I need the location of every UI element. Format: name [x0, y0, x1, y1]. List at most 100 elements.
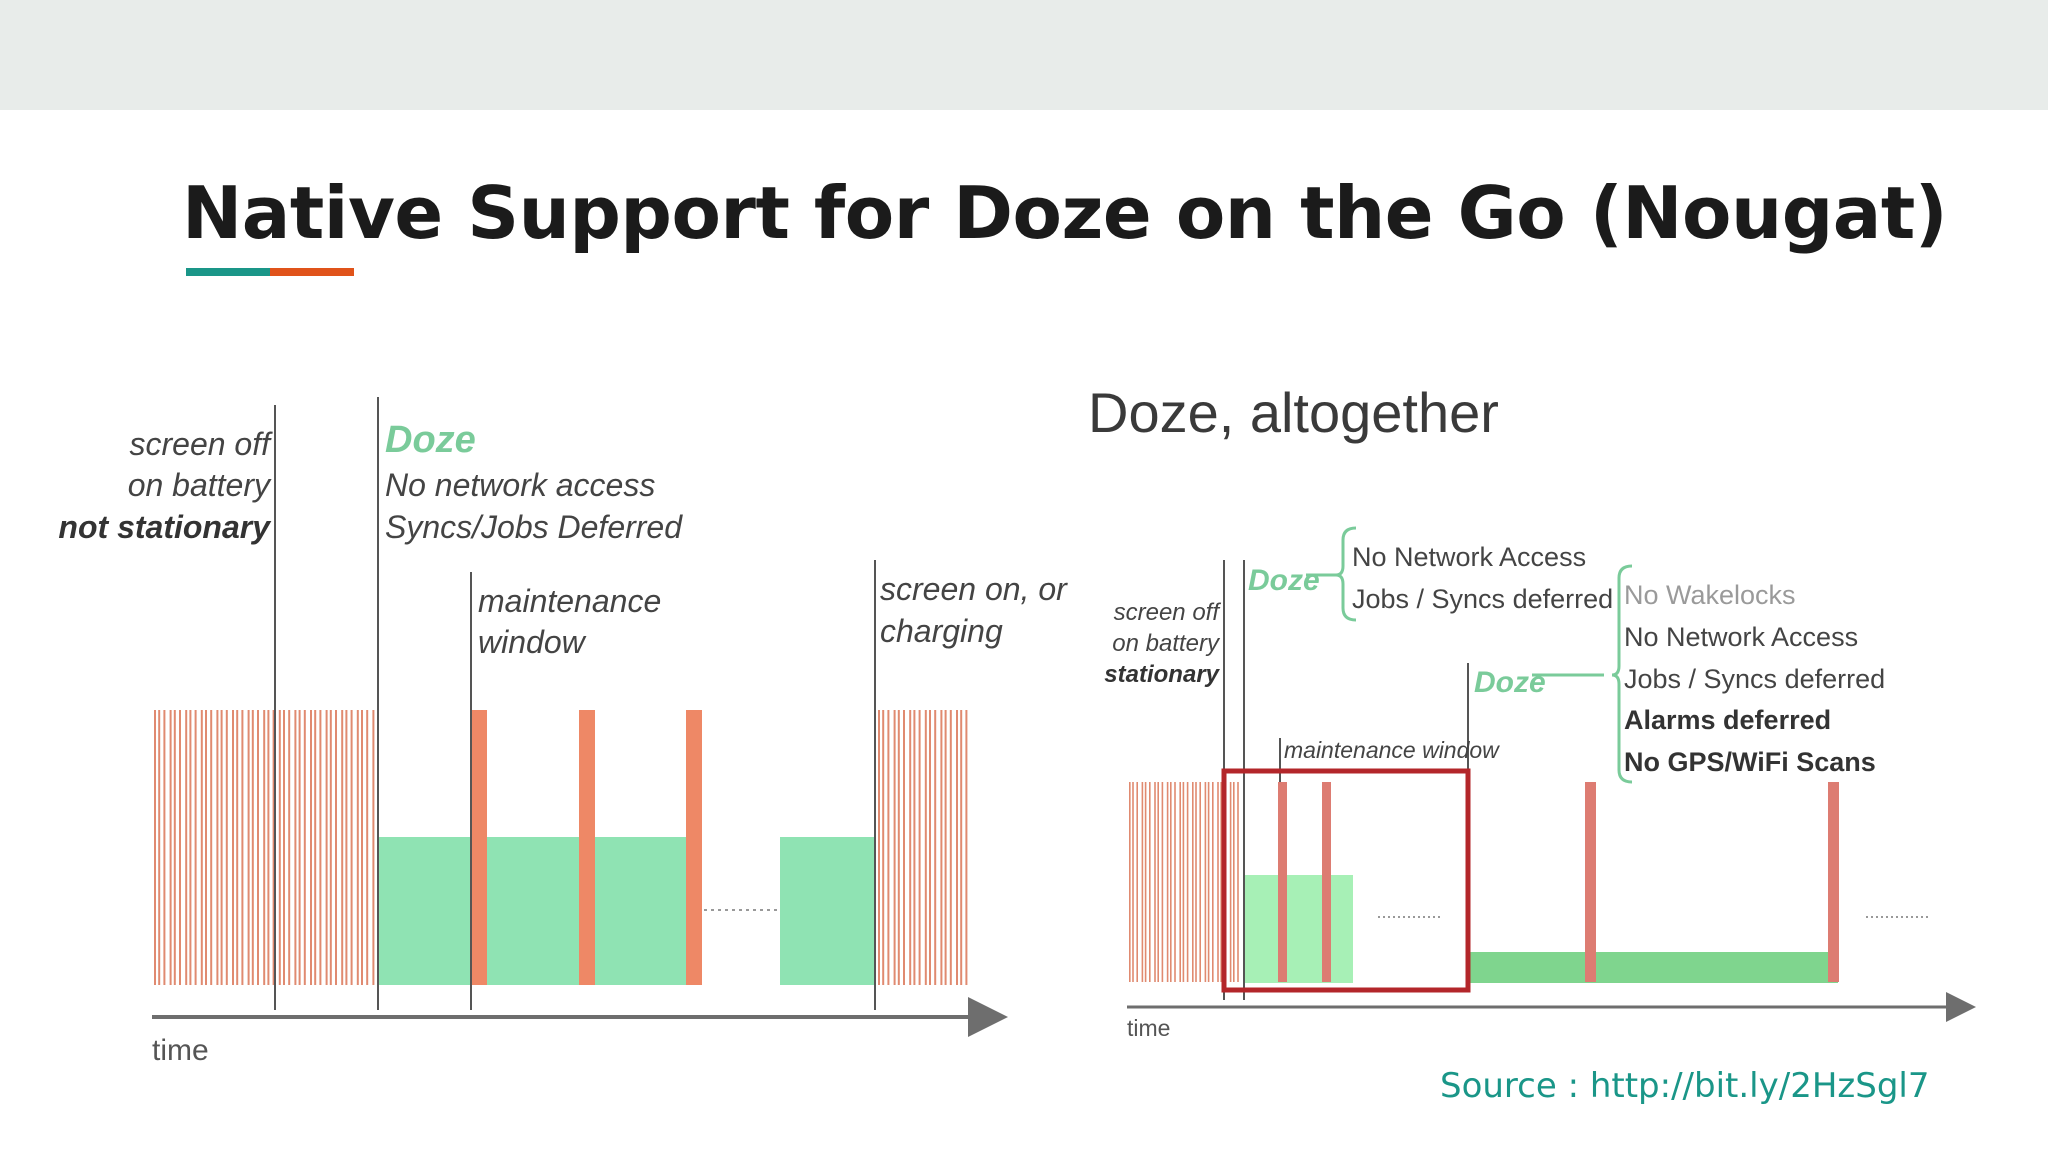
- activity-stripe: [893, 710, 896, 985]
- activity-stripe: [154, 710, 156, 985]
- right-maintenance-bar-1: [1278, 782, 1287, 982]
- activity-stripe: [303, 710, 306, 985]
- activity-stripe: [345, 710, 348, 985]
- activity-stripe: [294, 710, 297, 985]
- left-doze-fill-1: [378, 837, 686, 985]
- right-label-stationary: stationary: [1104, 661, 1220, 688]
- activity-stripe: [319, 710, 322, 985]
- right-label-doze-1: Doze: [1248, 564, 1320, 597]
- activity-stripe: [205, 710, 207, 985]
- activity-stripe: [1129, 782, 1131, 982]
- activity-stripe: [1154, 782, 1156, 982]
- right-doze-2-item-3: Jobs / Syncs deferred: [1624, 664, 1885, 694]
- activity-stripe: [1207, 782, 1210, 982]
- activity-stripe: [288, 710, 291, 985]
- activity-stripe: [949, 710, 952, 985]
- activity-stripe: [1174, 782, 1176, 982]
- activity-stripe: [909, 710, 912, 985]
- activity-stripe: [267, 710, 270, 985]
- right-heading: Doze, altogether: [1088, 381, 1499, 444]
- activity-stripe: [1157, 782, 1159, 982]
- slide-title: Native Support for Doze on the Go (Nouga…: [182, 171, 1948, 255]
- activity-stripe: [1212, 782, 1214, 982]
- activity-stripe: [1220, 782, 1222, 982]
- activity-stripe: [897, 710, 900, 985]
- activity-stripe: [241, 710, 244, 985]
- activity-stripe: [1149, 782, 1151, 982]
- activity-stripe: [350, 710, 353, 985]
- activity-stripe: [325, 710, 328, 985]
- right-maintenance-bar-3: [1585, 782, 1596, 982]
- activity-stripe: [887, 710, 890, 985]
- right-doze-fill-light: [1245, 875, 1353, 983]
- left-label-window: window: [478, 624, 587, 660]
- right-axis-label: time: [1127, 1015, 1170, 1041]
- title-underline-teal: [186, 268, 270, 276]
- activity-stripe: [940, 710, 943, 985]
- activity-stripe: [329, 710, 332, 985]
- right-doze-2-bracket: [1532, 564, 1633, 784]
- left-label-maintenance: maintenance: [478, 583, 661, 619]
- right-doze-1-item-1: No Network Access: [1352, 542, 1586, 572]
- activity-stripe: [236, 710, 239, 985]
- activity-stripe: [1161, 782, 1164, 982]
- activity-stripe: [878, 710, 880, 985]
- activity-stripe: [314, 710, 317, 985]
- left-label-screen-on: screen on, or: [880, 571, 1068, 607]
- right-highlight-box: [1221, 768, 1471, 993]
- activity-stripe: [366, 710, 369, 985]
- activity-stripe: [1195, 782, 1197, 982]
- left-maintenance-bar-3: [686, 710, 702, 985]
- right-label-screen-off: screen off: [1114, 599, 1222, 626]
- left-label-not-stationary: not stationary: [58, 509, 272, 545]
- activity-stripe: [310, 710, 312, 985]
- activity-stripe: [956, 710, 958, 985]
- activity-stripe: [210, 710, 213, 985]
- right-maintenance-bar-4: [1828, 782, 1839, 982]
- activity-stripe: [1144, 782, 1147, 982]
- left-label-on-battery: on battery: [128, 467, 272, 503]
- activity-stripe: [247, 710, 250, 985]
- activity-stripe: [372, 710, 375, 985]
- activity-stripe: [173, 710, 176, 985]
- right-doze-2-item-2: No Network Access: [1624, 622, 1858, 652]
- activity-stripe: [298, 710, 301, 985]
- right-maintenance-bar-2: [1322, 782, 1331, 982]
- title-underline-orange: [270, 268, 354, 276]
- activity-stripe: [918, 710, 921, 985]
- activity-stripe: [1166, 782, 1169, 982]
- activity-stripe: [194, 710, 197, 985]
- activity-stripe: [356, 710, 359, 985]
- activity-stripe: [179, 710, 181, 985]
- activity-stripe: [220, 710, 223, 985]
- activity-stripe: [257, 710, 259, 985]
- activity-stripe: [361, 710, 363, 985]
- activity-stripe: [1199, 782, 1201, 982]
- activity-stripe: [882, 710, 885, 985]
- activity-stripe: [1141, 782, 1144, 982]
- activity-stripe: [169, 710, 172, 985]
- source-link[interactable]: Source : http://bit.ly/2HzSgl7: [1440, 1066, 1930, 1106]
- activity-stripe: [965, 710, 968, 985]
- activity-stripe: [1170, 782, 1172, 982]
- right-doze-1-bracket: [1306, 526, 1357, 622]
- activity-stripe: [1132, 782, 1134, 982]
- activity-stripe: [189, 710, 192, 985]
- left-doze-fill-2: [780, 837, 875, 985]
- left-activity-stripes-end: [878, 710, 968, 985]
- left-activity-stripes-start: [154, 710, 375, 985]
- right-label-on-battery: on battery: [1112, 630, 1221, 657]
- activity-stripe: [200, 710, 203, 985]
- activity-stripe: [944, 710, 947, 985]
- activity-stripe: [960, 710, 963, 985]
- right-label-doze-2: Doze: [1474, 666, 1546, 699]
- activity-stripe: [335, 710, 337, 985]
- right-doze-1-item-2: Jobs / Syncs deferred: [1352, 584, 1613, 614]
- activity-stripe: [216, 710, 219, 985]
- left-label-doze: Doze: [385, 419, 476, 461]
- activity-stripe: [924, 710, 927, 985]
- activity-stripe: [1182, 782, 1185, 982]
- left-axis-label: time: [152, 1034, 209, 1067]
- right-label-maintenance-window: maintenance window: [1284, 737, 1500, 763]
